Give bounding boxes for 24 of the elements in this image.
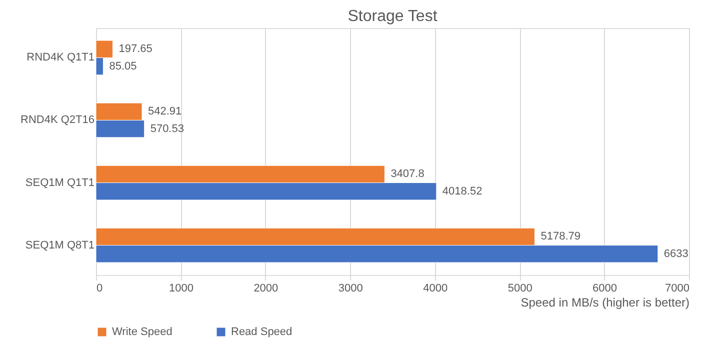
data-label: 4018.52 <box>442 185 482 198</box>
data-label: 197.65 <box>118 43 152 56</box>
data-label: 6633 <box>664 248 688 260</box>
data-label: 570.53 <box>150 122 184 135</box>
y-tick-label: RND4K Q2T16 <box>20 114 94 126</box>
chart-title: Storage Test <box>348 8 438 25</box>
y-tick-label: SEQ1M Q1T1 <box>25 176 94 189</box>
data-label: 542.91 <box>148 106 182 118</box>
x-tick-label: 3000 <box>338 282 363 294</box>
x-tick-label: 1000 <box>168 282 194 294</box>
x-tick-label: 4000 <box>423 282 448 294</box>
x-tick-label: 5000 <box>508 282 532 294</box>
x-tick-label: 7000 <box>665 282 690 294</box>
x-tick-label: 0 <box>96 282 103 294</box>
data-label: 5178.79 <box>540 230 580 243</box>
legend-label: Read Speed <box>231 326 292 338</box>
x-axis-title: Speed in MB/s (higher is better) <box>520 296 690 310</box>
data-label: 3407.8 <box>390 168 424 180</box>
x-tick-label: 6000 <box>592 282 618 294</box>
y-tick-label: SEQ1M Q8T1 <box>25 239 94 252</box>
y-tick-label: RND4K Q1T1 <box>26 52 94 64</box>
x-tick-label: 2000 <box>254 282 278 294</box>
legend-label: Write Speed <box>112 326 172 338</box>
data-label: 85.05 <box>109 60 137 72</box>
